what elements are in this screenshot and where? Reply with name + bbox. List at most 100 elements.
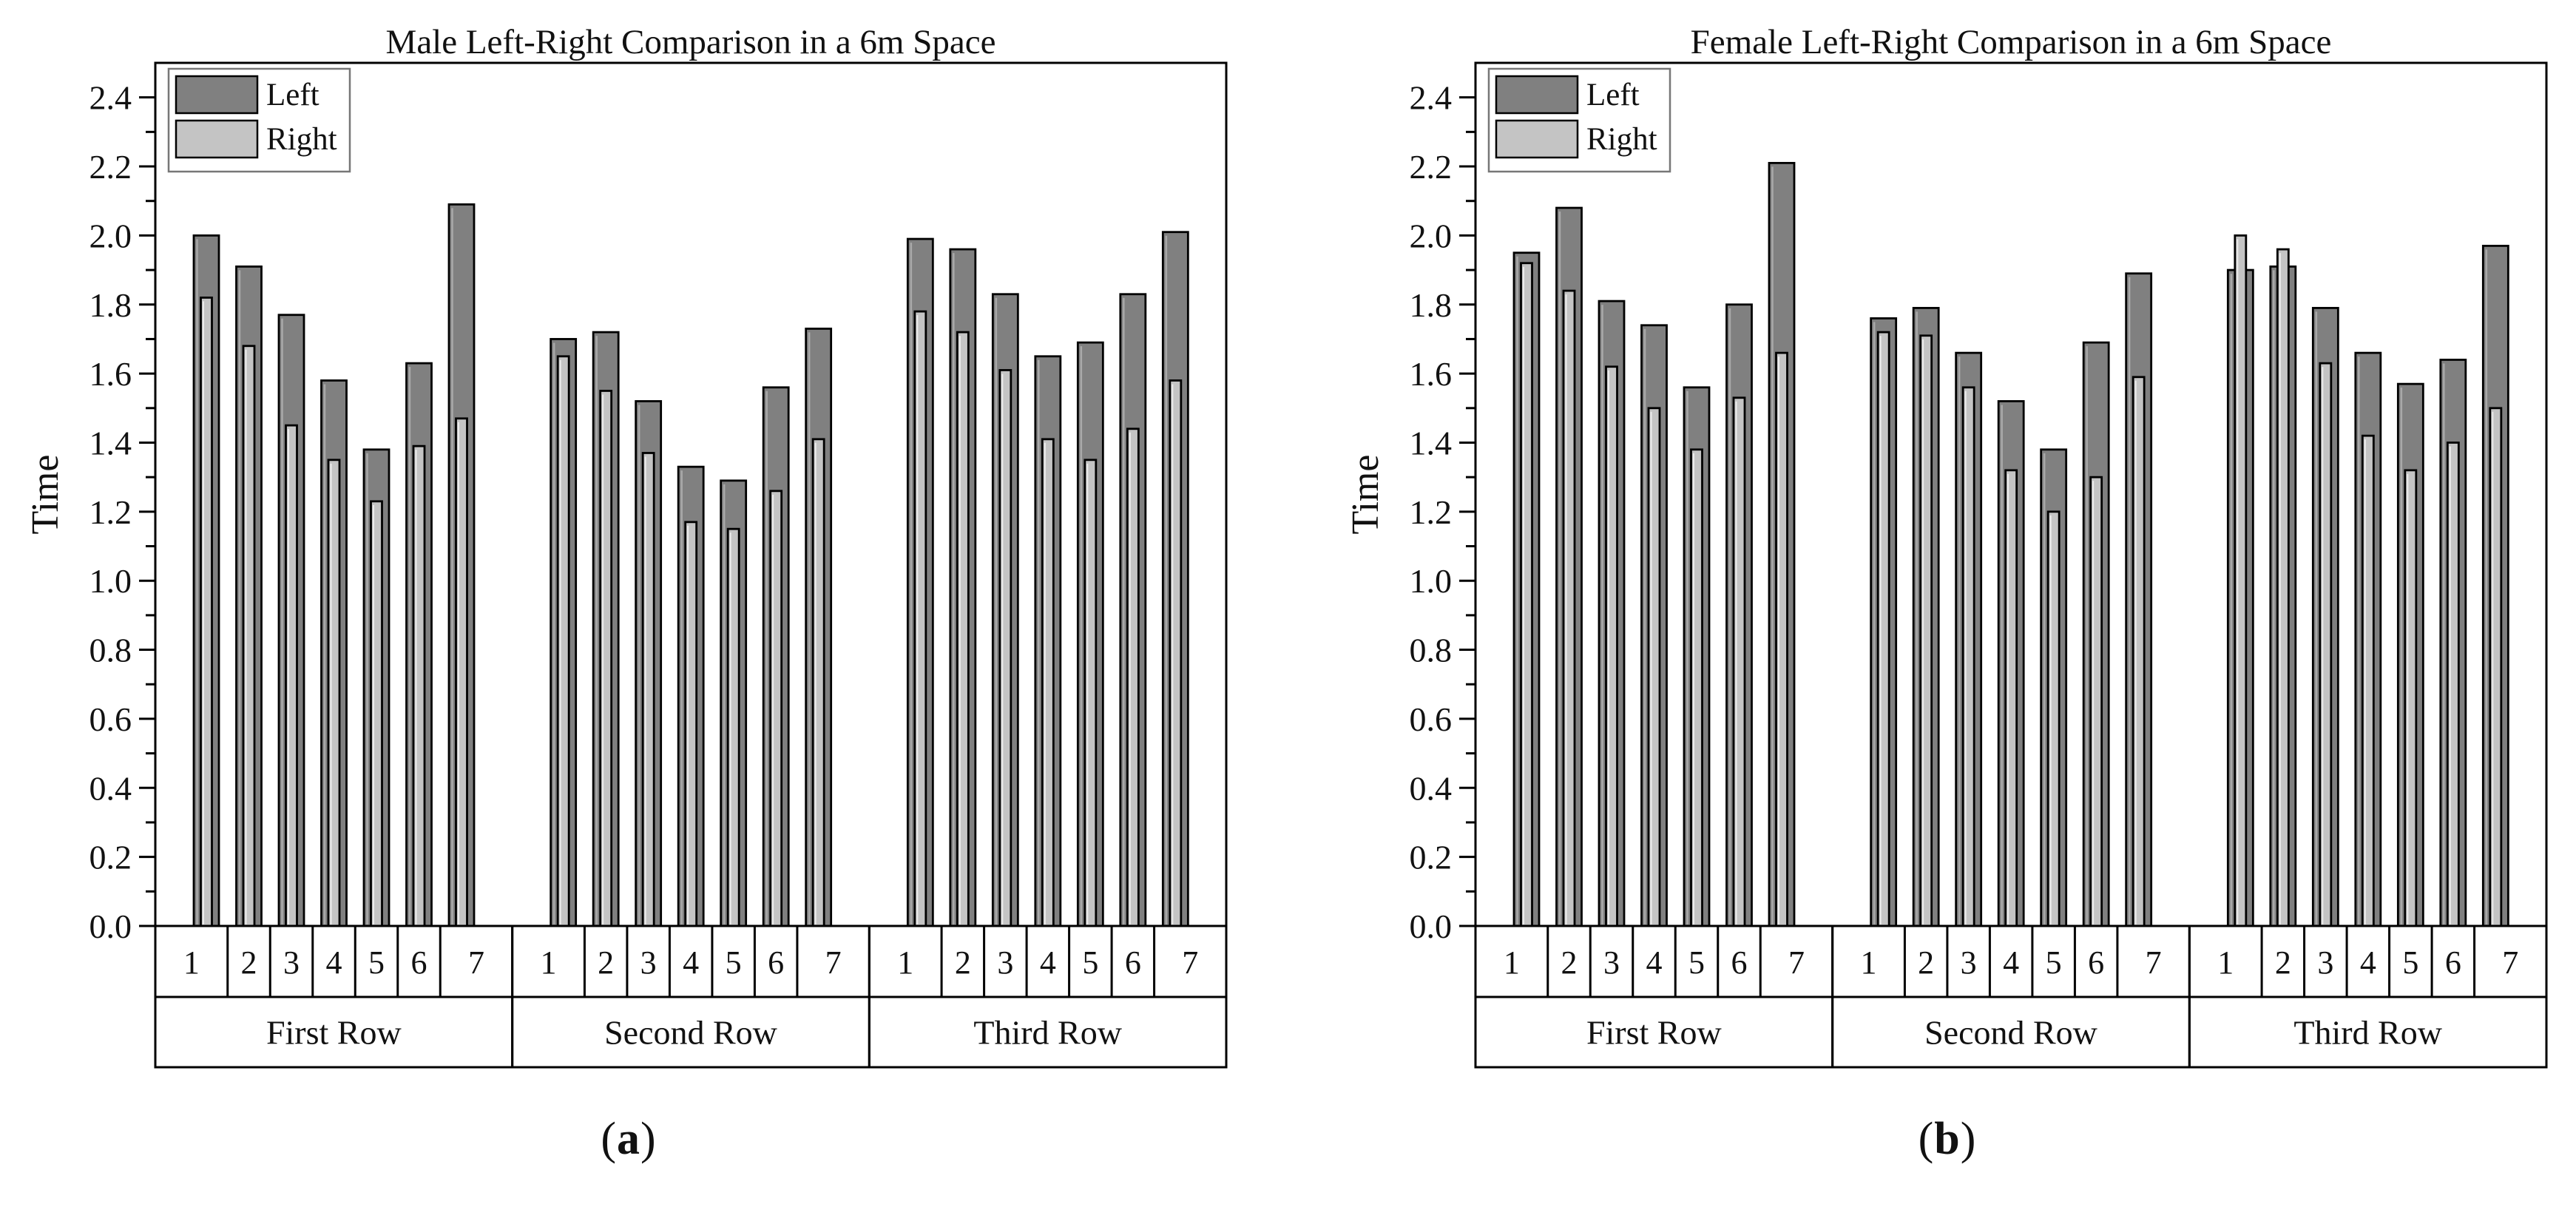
right-bar xyxy=(726,527,740,927)
y-tick-label: 1.2 xyxy=(1410,493,1453,531)
category-label: 6 xyxy=(768,944,784,981)
y-tick-label: 0.4 xyxy=(89,769,132,807)
category-label: 4 xyxy=(1040,944,1056,981)
y-tick-label: 2.2 xyxy=(89,148,132,186)
category-label: 4 xyxy=(2003,944,2019,981)
category-label: 6 xyxy=(1125,944,1141,981)
right-bar xyxy=(370,500,383,927)
legend-swatch-right xyxy=(1495,119,1579,159)
legend-label-right: Right xyxy=(266,122,337,157)
right-bar xyxy=(1919,334,1933,927)
right-bar xyxy=(2004,469,2018,927)
right-bar xyxy=(1647,407,1661,927)
caption-b-open-paren: ( xyxy=(1918,1114,1935,1164)
caption-b-letter: b xyxy=(1934,1114,1961,1164)
y-tick-label: 2.0 xyxy=(1410,217,1453,254)
category-label: 5 xyxy=(368,944,385,981)
right-bar xyxy=(412,444,426,927)
category-label: 1 xyxy=(2217,944,2234,981)
right-bar xyxy=(2404,469,2418,927)
legend: Left Right xyxy=(167,67,351,173)
y-tick-label: 0.4 xyxy=(1410,769,1453,807)
right-bar xyxy=(556,355,570,927)
category-label: 2 xyxy=(955,944,971,981)
right-bar xyxy=(1732,396,1746,927)
category-label: 7 xyxy=(2502,944,2518,981)
right-bar xyxy=(599,390,613,927)
caption-a-close-paren: ) xyxy=(640,1114,657,1164)
category-label: 3 xyxy=(2317,944,2333,981)
legend-label-left: Left xyxy=(266,78,320,112)
category-label: 2 xyxy=(2275,944,2291,981)
right-bar xyxy=(1605,365,1618,927)
category-label: 3 xyxy=(1603,944,1620,981)
category-label: 1 xyxy=(1504,944,1520,981)
category-label: 7 xyxy=(2146,944,2162,981)
category-label: 1 xyxy=(541,944,557,981)
category-label: 1 xyxy=(183,944,200,981)
group-label: Second Row xyxy=(1924,1014,2098,1052)
category-label: 4 xyxy=(326,944,342,981)
category-label: 2 xyxy=(1561,944,1578,981)
right-bar xyxy=(2489,407,2503,927)
y-tick-label: 1.4 xyxy=(1410,424,1453,462)
group-label: Third Row xyxy=(973,1014,1122,1052)
y-tick-label: 2.2 xyxy=(1410,148,1453,186)
y-tick-label: 1.8 xyxy=(1410,286,1453,324)
caption-b: (b) xyxy=(1319,1113,2576,1166)
right-bar xyxy=(956,331,970,927)
right-bar xyxy=(1876,331,1890,927)
right-bar xyxy=(769,490,783,927)
right-bar xyxy=(1690,448,1703,927)
category-label: 3 xyxy=(283,944,300,981)
right-bar xyxy=(1041,438,1055,927)
group-label: Second Row xyxy=(604,1014,778,1052)
right-bar xyxy=(2089,476,2103,927)
y-tick-label: 0.6 xyxy=(1410,700,1453,738)
right-bar xyxy=(2276,248,2290,927)
category-label: 7 xyxy=(1788,944,1805,981)
y-tick-label: 0.2 xyxy=(1410,839,1453,876)
category-label: 5 xyxy=(2402,944,2418,981)
y-axis-label: Time xyxy=(24,455,67,535)
right-bar xyxy=(2234,234,2248,927)
category-label: 4 xyxy=(1646,944,1663,981)
group-label: First Row xyxy=(266,1014,402,1052)
category-label: 5 xyxy=(1082,944,1098,981)
y-tick-label: 0.2 xyxy=(89,839,132,876)
y-tick-label: 2.0 xyxy=(89,217,132,254)
right-bar xyxy=(1126,427,1140,927)
right-bar xyxy=(327,459,341,927)
y-tick-label: 2.4 xyxy=(1410,79,1453,117)
y-tick-label: 0.8 xyxy=(1410,632,1453,669)
right-bar xyxy=(200,297,213,927)
legend-label-right: Right xyxy=(1586,122,1657,157)
right-bar xyxy=(2319,362,2333,927)
bars xyxy=(192,203,1189,927)
legend-swatch-left xyxy=(175,75,259,115)
category-label: 2 xyxy=(241,944,257,981)
y-axis: 0.0 0.2 0.4 0.6 0.8 1.0 1.2 1.4 1.6 1.8 2.0 2.2 2.4 xyxy=(89,79,155,945)
right-bar xyxy=(1169,379,1183,927)
right-bar xyxy=(1562,289,1576,927)
right-bar xyxy=(1520,262,1533,927)
right-bar xyxy=(2046,510,2061,927)
caption-a-letter: a xyxy=(617,1114,640,1164)
y-tick-label: 1.0 xyxy=(1410,562,1453,600)
y-tick-label: 0.6 xyxy=(89,700,132,738)
category-label: 3 xyxy=(1961,944,1977,981)
category-label: 2 xyxy=(598,944,614,981)
right-bar xyxy=(913,310,927,927)
right-bar xyxy=(1775,351,1788,927)
y-tick-label: 1.6 xyxy=(89,355,132,393)
y-tick-label: 0.0 xyxy=(89,907,132,945)
y-tick-label: 2.4 xyxy=(89,79,132,117)
caption-b-close-paren: ) xyxy=(1960,1114,1977,1164)
caption-a-open-paren: ( xyxy=(601,1114,617,1164)
group-label: First Row xyxy=(1586,1014,1723,1052)
category-label: 1 xyxy=(897,944,913,981)
legend-swatch-left xyxy=(1495,75,1579,115)
